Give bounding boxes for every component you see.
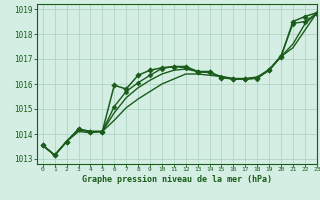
X-axis label: Graphe pression niveau de la mer (hPa): Graphe pression niveau de la mer (hPa) — [82, 175, 272, 184]
